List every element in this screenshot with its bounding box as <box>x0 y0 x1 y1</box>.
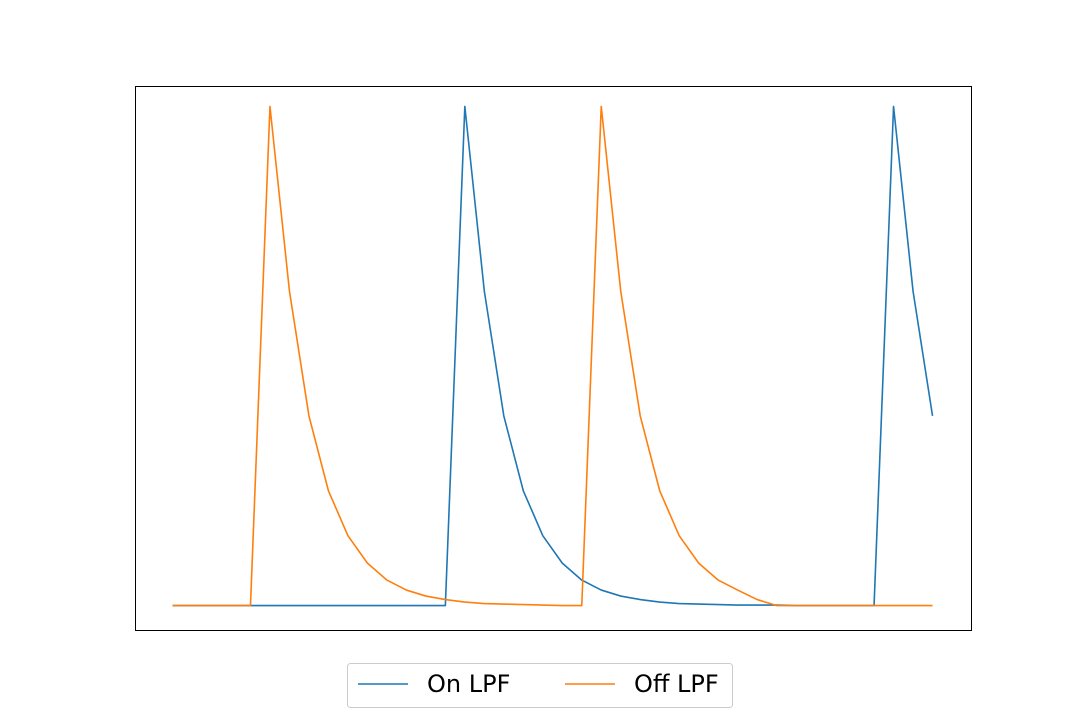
series-line-on-lpf <box>172 105 934 607</box>
legend-label-off-lpf: Off LPF <box>634 670 719 698</box>
legend: On LPF Off LPF <box>347 663 733 708</box>
series-line-off-lpf <box>172 105 933 607</box>
legend-label-on-lpf: On LPF <box>427 670 510 698</box>
series-layer <box>172 105 934 607</box>
plot-area-frame <box>135 86 972 631</box>
legend-frame <box>347 663 733 708</box>
